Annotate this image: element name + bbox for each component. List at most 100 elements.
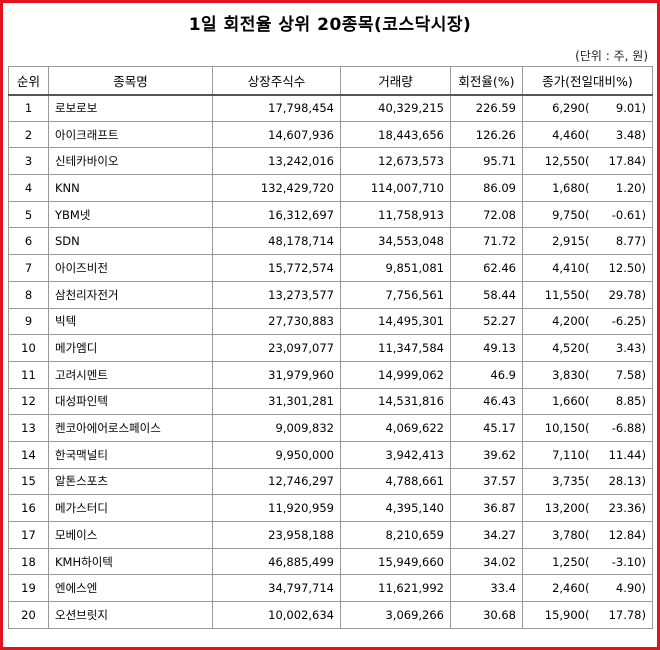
stock-name-cell: KNN	[48, 174, 213, 202]
header-listed-shares: 상장주식수	[212, 66, 341, 95]
table-row: 20 오션브릿지 10,002,634 3,069,266 30.68 15,900(17…	[8, 601, 653, 629]
stock-name-cell: 삼천리자전거	[48, 280, 213, 309]
turnover-cell: 45.17	[450, 414, 523, 442]
turnover-cell: 37.57	[450, 467, 523, 496]
close-cell: 10,150(-6.88)	[522, 414, 653, 442]
table-row: 12 대성파인텍 31,301,281 14,531,816 46.43 1,660(8.…	[8, 387, 653, 416]
paren-close: )	[641, 287, 647, 302]
close-price: 4,200	[552, 314, 585, 329]
listed-shares-cell: 15,772,574	[212, 254, 341, 282]
rank-cell: 18	[8, 547, 49, 576]
volume-cell: 11,758,913	[340, 200, 451, 229]
stock-name-cell: 알톤스포츠	[48, 467, 213, 496]
close-price: 4,520	[552, 341, 585, 356]
close-price: 10,150	[544, 421, 585, 436]
listed-shares-cell: 27,730,883	[212, 307, 341, 336]
rank-cell: 4	[8, 174, 49, 202]
table-header-row: 순위 종목명 상장주식수 거래량 회전율(%) 종가(전일대비%)	[8, 66, 653, 95]
paren-open: (	[585, 581, 590, 596]
header-close: 종가(전일대비%)	[522, 66, 653, 95]
paren-open: (	[585, 180, 590, 195]
close-cell: 1,660(8.85)	[522, 387, 653, 416]
change-percent: -6.25	[611, 314, 642, 329]
turnover-cell: 33.4	[450, 574, 523, 603]
listed-shares-cell: 16,312,697	[212, 200, 341, 229]
turnover-cell: 86.09	[450, 174, 523, 202]
close-cell: 1,680(1.20)	[522, 174, 653, 202]
paren-open: (	[585, 474, 590, 489]
close-cell: 15,900(17.78)	[522, 601, 653, 629]
paren-close: )	[641, 394, 647, 409]
change-percent: 8.77	[615, 234, 642, 249]
paren-close: )	[641, 234, 647, 249]
paren-close: )	[641, 501, 647, 516]
change-percent: 4.90	[615, 581, 642, 596]
header-turnover: 회전율(%)	[450, 66, 523, 95]
turnover-cell: 34.27	[450, 521, 523, 549]
close-price: 1,680	[552, 180, 585, 195]
rank-cell: 3	[8, 147, 49, 176]
stock-name-cell: 엔에스엔	[48, 574, 213, 603]
paren-open: (	[585, 287, 590, 302]
turnover-cell: 71.72	[450, 227, 523, 256]
header-name: 종목명	[48, 66, 213, 95]
listed-shares-cell: 46,885,499	[212, 547, 341, 576]
change-percent: 23.36	[608, 501, 642, 516]
close-price: 9,750	[552, 207, 585, 222]
close-cell: 4,200(-6.25)	[522, 307, 653, 336]
turnover-cell: 226.59	[450, 94, 523, 122]
rank-cell: 7	[8, 254, 49, 282]
listed-shares-cell: 14,607,936	[212, 120, 341, 149]
listed-shares-cell: 11,920,959	[212, 494, 341, 522]
rank-cell: 2	[8, 120, 49, 149]
rank-cell: 6	[8, 227, 49, 256]
close-cell: 3,830(7.58)	[522, 360, 653, 389]
table-row: 9 빅텍 27,730,883 14,495,301 52.27 4,200(-6.25)	[8, 307, 653, 336]
table-row: 19 엔에스엔 34,797,714 11,621,992 33.4 2,460(4.90…	[8, 574, 653, 603]
volume-cell: 15,949,660	[340, 547, 451, 576]
volume-cell: 4,788,661	[340, 467, 451, 496]
turnover-cell: 72.08	[450, 200, 523, 229]
paren-open: (	[585, 607, 590, 622]
unit-note: (단위 : 주, 원)	[575, 49, 648, 63]
paren-close: )	[641, 581, 647, 596]
close-price: 11,550	[544, 287, 585, 302]
table-row: 14 한국맥널티 9,950,000 3,942,413 39.62 7,110(11.4…	[8, 440, 653, 469]
listed-shares-cell: 23,958,188	[212, 521, 341, 549]
table-row: 5 YBM넷 16,312,697 11,758,913 72.08 9,750(-0.6…	[8, 200, 653, 229]
paren-close: )	[641, 314, 647, 329]
paren-open: (	[585, 447, 590, 462]
table-row: 11 고려시멘트 31,979,960 14,999,062 46.9 3,830(7.5…	[8, 360, 653, 389]
change-percent: -3.10	[611, 554, 642, 569]
listed-shares-cell: 31,979,960	[212, 360, 341, 389]
table-row: 1 로보로보 17,798,454 40,329,215 226.59 6,290(9.0…	[8, 94, 653, 122]
stock-name-cell: 고려시멘트	[48, 360, 213, 389]
volume-cell: 7,756,561	[340, 280, 451, 309]
stock-name-cell: 켄코아에어로스페이스	[48, 414, 213, 442]
rank-cell: 11	[8, 360, 49, 389]
close-cell: 9,750(-0.61)	[522, 200, 653, 229]
close-cell: 13,200(23.36)	[522, 494, 653, 522]
listed-shares-cell: 48,178,714	[212, 227, 341, 256]
paren-close: )	[641, 341, 647, 356]
rank-cell: 15	[8, 467, 49, 496]
change-percent: 11.44	[608, 447, 642, 462]
change-percent: 28.13	[608, 474, 642, 489]
change-percent: 7.58	[615, 367, 642, 382]
close-price: 15,900	[544, 607, 585, 622]
listed-shares-cell: 132,429,720	[212, 174, 341, 202]
rank-cell: 5	[8, 200, 49, 229]
paren-open: (	[585, 527, 590, 542]
rank-cell: 19	[8, 574, 49, 603]
rank-cell: 9	[8, 307, 49, 336]
paren-close: )	[641, 421, 647, 436]
paren-open: (	[585, 154, 590, 169]
close-cell: 11,550(29.78)	[522, 280, 653, 309]
paren-close: )	[641, 527, 647, 542]
stock-name-cell: 신테카바이오	[48, 147, 213, 176]
listed-shares-cell: 13,273,577	[212, 280, 341, 309]
table-row: 2 아이크래프트 14,607,936 18,443,656 126.26 4,460(3…	[8, 120, 653, 149]
table-row: 4 KNN 132,429,720 114,007,710 86.09 1,680(1.2…	[8, 174, 653, 202]
paren-open: (	[585, 127, 590, 142]
